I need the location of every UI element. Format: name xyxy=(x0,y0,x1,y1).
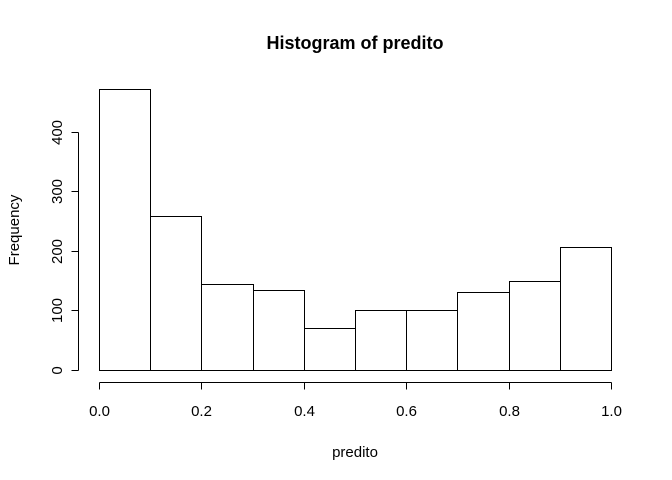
y-tick-label-0: 0 xyxy=(49,366,66,374)
x-tick-label-1: 0.2 xyxy=(191,403,212,420)
histogram-bar-7 xyxy=(457,292,510,371)
histogram-bar-6 xyxy=(406,310,458,371)
x-tick-label-4: 0.8 xyxy=(499,403,520,420)
bars-group xyxy=(99,89,612,371)
x-tick-label-2: 0.4 xyxy=(294,403,315,420)
histogram-bar-3 xyxy=(253,290,305,371)
y-tick-label-1: 100 xyxy=(49,298,66,323)
histogram-bar-8 xyxy=(509,281,561,371)
y-axis-label: Frequency xyxy=(6,194,23,265)
histogram-bar-0 xyxy=(99,89,151,371)
y-tick-label-4: 400 xyxy=(49,120,66,145)
x-axis: 0.0 0.2 0.4 0.6 0.8 1.0 xyxy=(89,382,622,420)
histogram-bar-4 xyxy=(304,328,356,371)
x-tick-label-5: 1.0 xyxy=(601,403,622,420)
y-tick-label-3: 300 xyxy=(49,179,66,204)
histogram-bar-2 xyxy=(201,284,254,371)
histogram-bar-1 xyxy=(150,216,202,371)
y-axis: 0 100 200 300 400 xyxy=(49,120,79,375)
histogram-bar-5 xyxy=(355,310,407,371)
histogram-bar-9 xyxy=(560,247,612,371)
chart-title: Histogram of predito xyxy=(266,33,443,53)
x-tick-label-0: 0.0 xyxy=(89,403,110,420)
x-tick-label-3: 0.6 xyxy=(396,403,417,420)
x-axis-label: predito xyxy=(332,444,378,461)
y-tick-label-2: 200 xyxy=(49,239,66,264)
